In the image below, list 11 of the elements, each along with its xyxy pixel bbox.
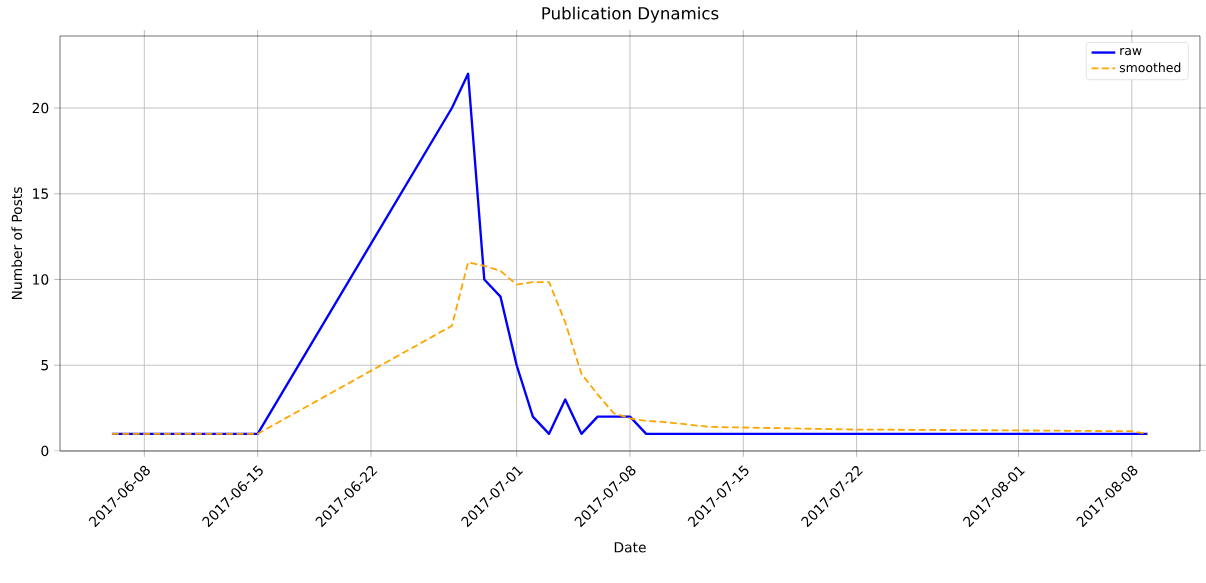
y-tick-label: 10 <box>33 274 49 285</box>
legend-label: smoothed <box>1119 62 1181 73</box>
line-series <box>111 261 1149 435</box>
y-tick-label: 15 <box>33 188 48 199</box>
chart-title: Publication Dynamics <box>542 6 719 23</box>
legend-label: raw <box>1120 48 1142 56</box>
y-tick-label: 5 <box>41 360 49 371</box>
y-tick-label: 20 <box>32 102 49 114</box>
x-axis-title: Date <box>614 542 646 553</box>
y-axis-title: Number of Posts <box>11 187 23 300</box>
y-tick-label: 0 <box>41 445 49 457</box>
